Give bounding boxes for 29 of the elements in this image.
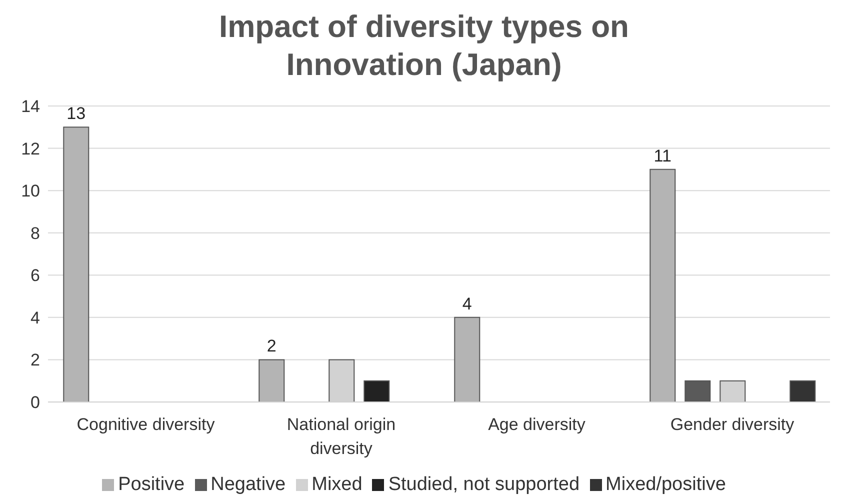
bar (454, 316, 480, 402)
legend-label: Positive (118, 474, 185, 495)
x-tick-label: Age diversity (488, 415, 586, 434)
x-tick-label: National origin diversity (286, 415, 396, 458)
legend-label: Studied, not supported (388, 474, 580, 495)
bar (364, 380, 390, 402)
data-label: 11 (654, 146, 672, 166)
y-tick-label: 12 (21, 139, 40, 158)
y-tick-label: 8 (30, 224, 40, 243)
legend-label: Negative (210, 474, 286, 495)
bar (650, 168, 676, 402)
bar (684, 380, 711, 402)
bar (63, 126, 90, 402)
y-tick-label: 0 (30, 393, 40, 412)
x-tick-label: Gender diversity (670, 415, 795, 434)
chart-title: Impact of diversity types on Innovation (Japan) (218, 8, 630, 84)
data-label: 2 (266, 336, 276, 356)
y-tick-label: 2 (30, 350, 40, 370)
y-tick-label: 4 (30, 308, 40, 328)
data-label: 4 (462, 294, 472, 314)
x-tick-label: Cognitive diversity (76, 415, 216, 434)
data-label: 13 (66, 104, 86, 124)
legend-label: Mixed (312, 474, 362, 495)
legend-label: Mixed/positive (606, 474, 726, 495)
y-tick-label: 14 (21, 97, 40, 116)
y-tick-label: 6 (30, 266, 40, 286)
bar (258, 359, 285, 402)
y-tick-label: 10 (21, 182, 40, 201)
bar (790, 380, 816, 402)
